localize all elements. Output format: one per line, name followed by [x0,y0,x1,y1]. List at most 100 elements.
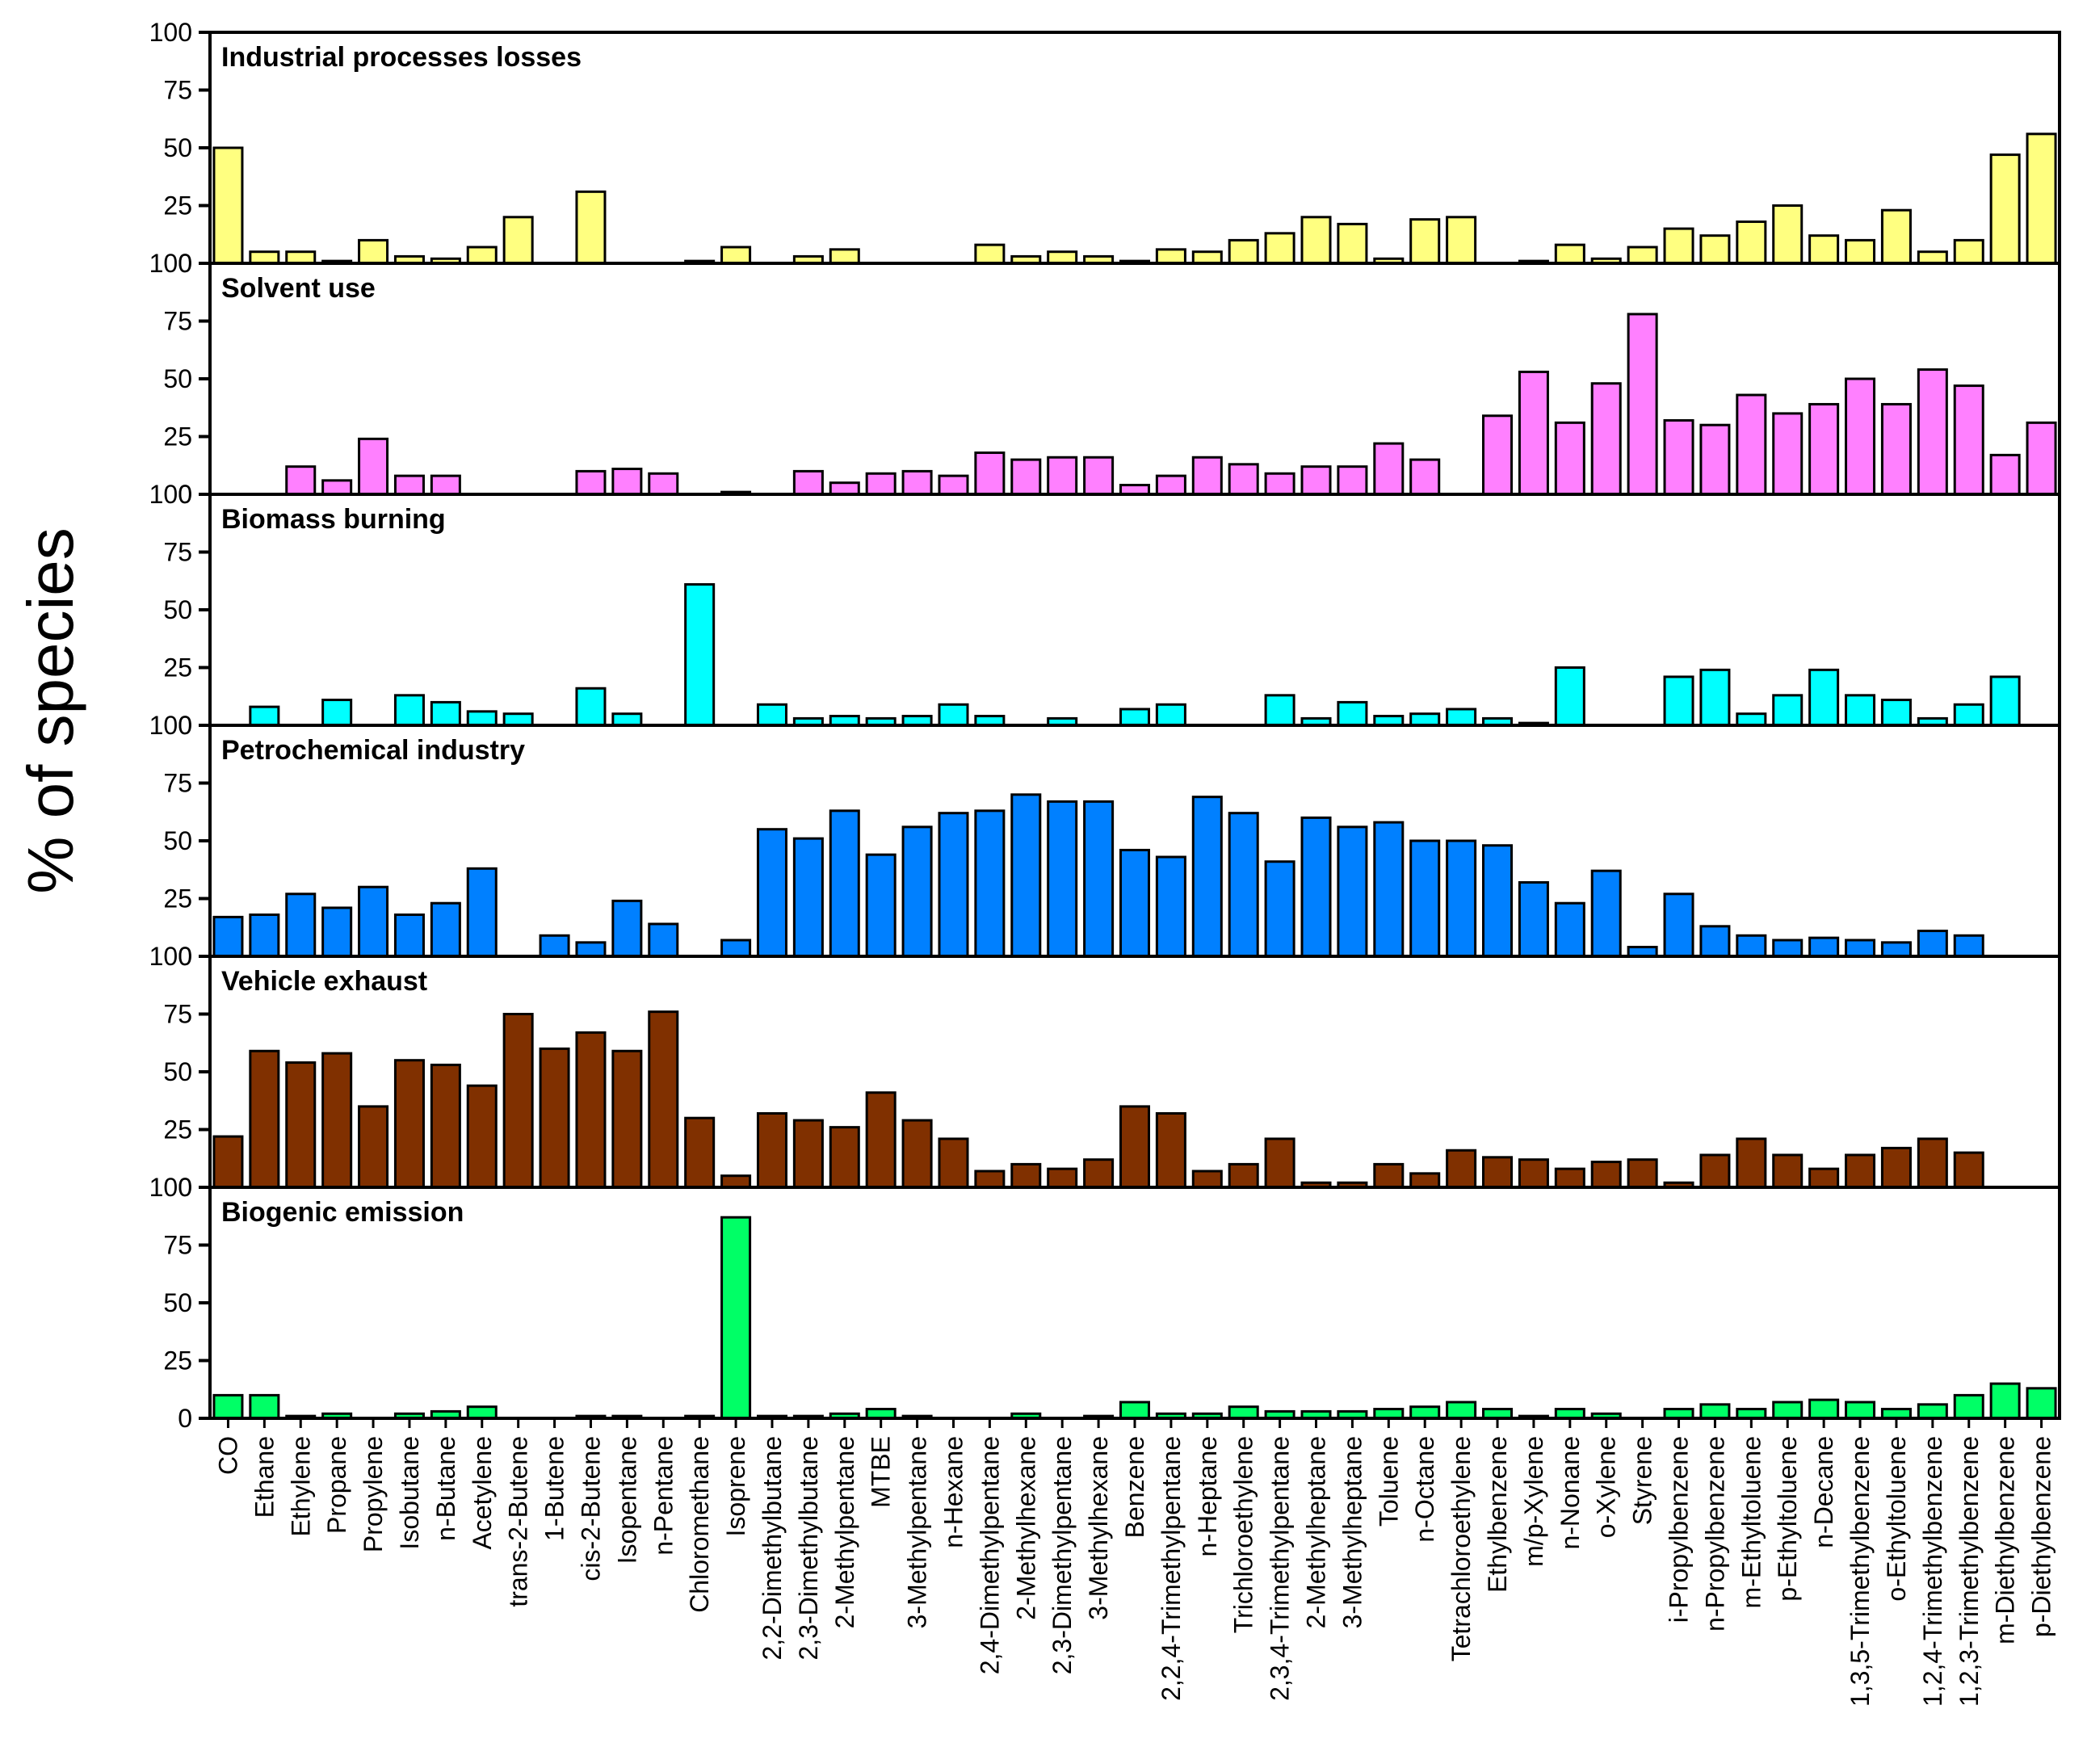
bar [1083,456,1115,496]
bar [1083,1158,1115,1189]
bar [321,699,353,727]
y-tick-label: 50 [163,364,192,393]
panel-title: Biogenic emission [221,1197,464,1228]
bar [502,712,534,727]
y-tick-label: 75 [163,1231,192,1260]
x-tick-label: 3-Methylhexane [1084,1436,1113,1620]
bar [1337,465,1368,496]
bar [1845,377,1876,496]
x-tick-label: m-Diethylbenzene [1991,1436,2020,1644]
bar [1699,1403,1731,1420]
bar [1699,234,1731,265]
x-tick-label: Ethylene [286,1436,315,1537]
x-tick-label: Tetrachloroethylene [1447,1436,1476,1661]
bar [1191,456,1223,496]
bar [1300,816,1332,958]
bar [321,1052,353,1189]
bar [1155,1111,1186,1189]
bar [1989,1382,2021,1420]
bar [1554,243,1585,265]
x-tick-label: m-Ethyltoluene [1736,1436,1766,1608]
bar [1627,1158,1658,1189]
bar [2026,421,2057,496]
y-tick-label: 0 [178,1173,192,1202]
bar [1917,930,1948,958]
x-tick-label: Isopentane [612,1436,641,1564]
bar [285,250,317,265]
bar [1917,1403,1948,1420]
bar [1155,248,1186,265]
panel-5: 0 25 50 75 100 Biogenic emission [149,1173,2061,1433]
y-tick-label: 75 [163,307,192,336]
bar [1953,934,1984,958]
bar [285,892,317,958]
x-tick-label: Ethylbenzene [1483,1436,1512,1593]
bar [358,437,389,496]
bar [212,915,244,958]
x-tick-label: 1,2,4-Trimethylbenzene [1918,1436,1947,1707]
bar [2026,132,2057,265]
bar [1808,936,1840,958]
bar [611,712,643,727]
bar [321,479,353,496]
x-tick-label: 1,3,5-Trimethylbenzene [1846,1436,1875,1707]
bar [249,250,280,265]
panel-title: Solvent use [221,273,376,304]
x-tick-label: 2-Methylhexane [1011,1436,1040,1620]
bar [285,465,317,496]
bar [466,246,498,265]
bar [1845,238,1876,265]
bar [466,1405,498,1420]
bar [1482,844,1514,958]
bar [1627,246,1658,265]
x-tick-label: Isoprene [721,1436,750,1537]
bar [1482,1156,1514,1189]
bar [865,472,897,496]
y-tick-label: 50 [163,595,192,624]
x-tick-label: Ethane [250,1436,279,1518]
bar [1155,703,1186,727]
bar [1699,668,1731,727]
x-tick-label: Propylene [359,1436,388,1552]
y-tick-label: 50 [163,1057,192,1086]
x-tick-label: i-Propylbenzene [1665,1436,1694,1623]
bar [1446,1149,1477,1189]
bar [1554,1167,1585,1189]
x-tick-label: n-Pentane [649,1436,678,1556]
bar [1953,703,1984,727]
panel-frame [208,493,2061,727]
bar [1590,382,1622,496]
panel-0: 0 25 50 75 100 Industrial processes losses [149,18,2061,278]
bar [1155,855,1186,958]
bar [1518,1158,1549,1189]
panel-title: Vehicle exhaust [221,966,427,997]
bar [1119,1401,1151,1420]
bar [1337,825,1368,958]
bar [430,1063,461,1189]
panel-4: 0 25 50 75 100 Vehicle exhaust [149,942,2061,1202]
bar [1010,458,1042,496]
x-tick-label: n-Hexane [939,1436,968,1548]
bar [648,922,679,958]
bar [1373,821,1405,958]
y-tick-label: 25 [163,1115,192,1144]
x-tick-label: 2,3-Dimethylbutane [794,1436,823,1660]
bar [1917,1137,1948,1189]
bar [1772,1401,1804,1420]
bar [901,1119,933,1189]
bar [466,710,498,727]
panel-title: Petrochemical industry [221,735,525,766]
bar [249,705,280,727]
y-tick-label: 100 [149,18,192,47]
plot-area: 0 25 50 75 100 Industrial processes losses 0 25… [149,18,2061,1707]
bar [1917,250,1948,265]
x-tick-label: n-Nonane [1556,1436,1585,1550]
bar [1736,393,1767,496]
y-tick-label: 50 [163,826,192,855]
bar [249,914,280,958]
panel-frame [208,1186,2061,1420]
x-tick-label: 1-Butene [540,1436,569,1541]
bar [393,694,425,727]
bar [1409,839,1441,958]
bar [1953,1151,1984,1189]
